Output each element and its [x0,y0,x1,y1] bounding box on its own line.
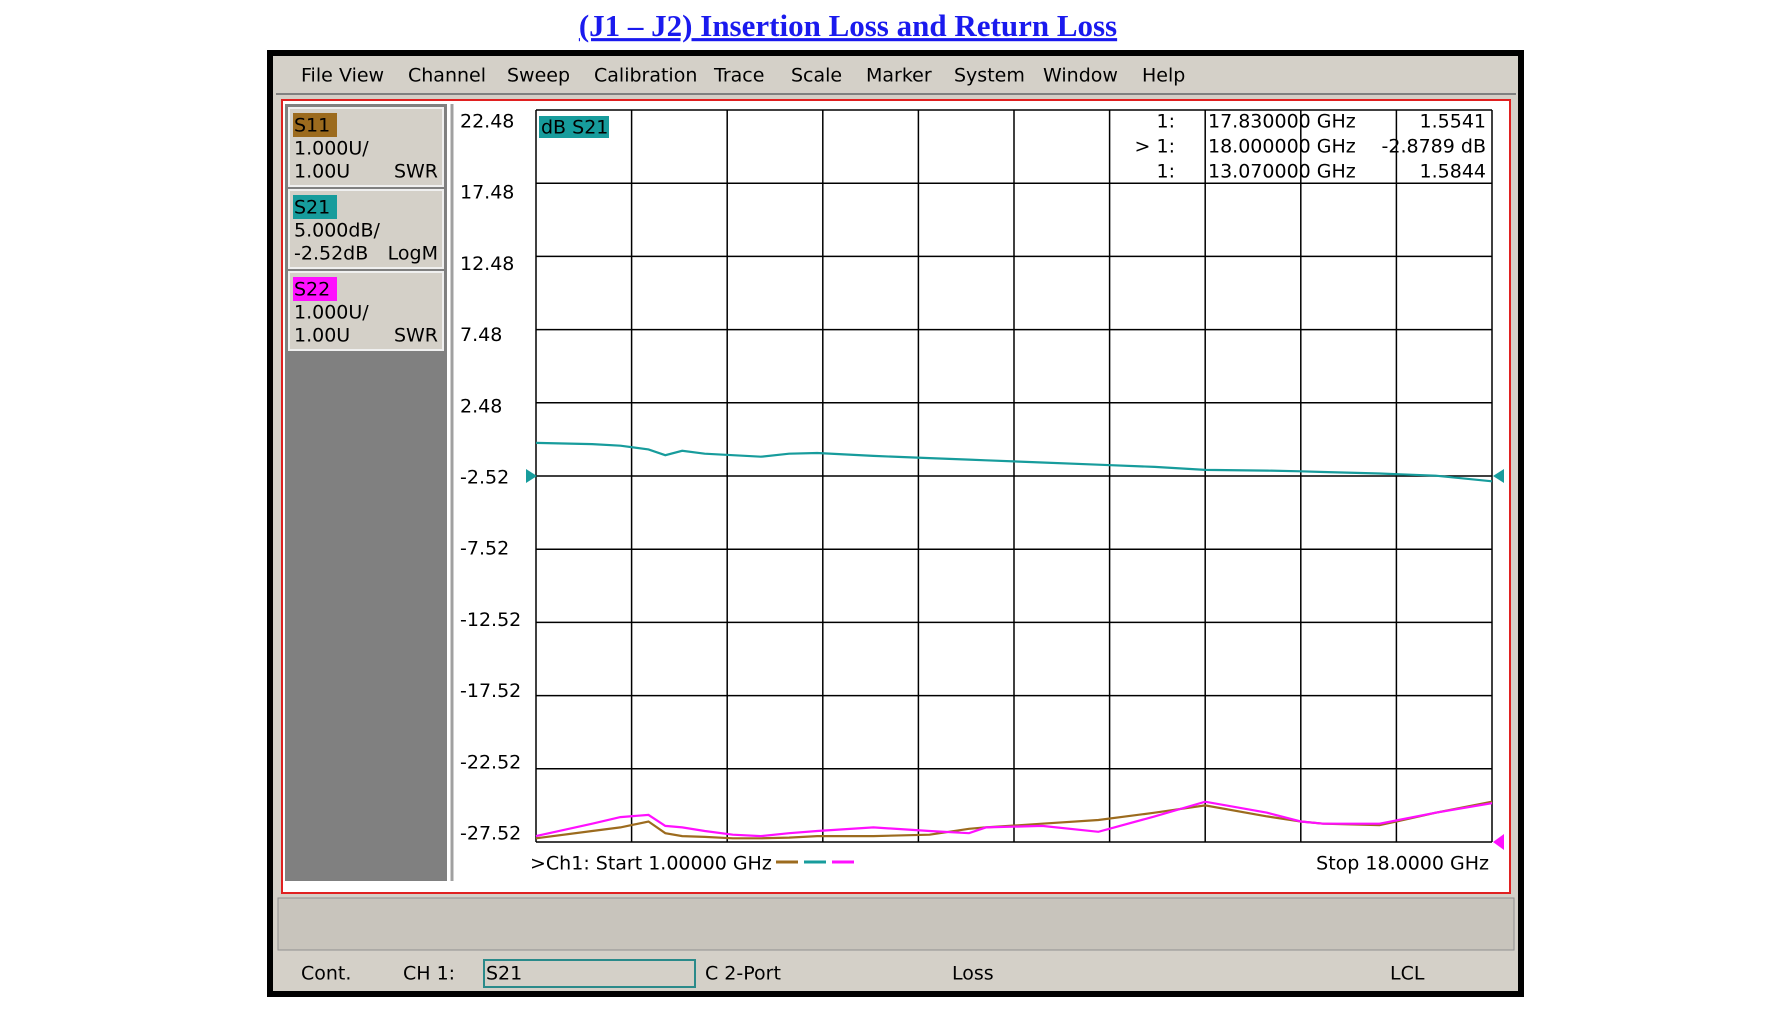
plot-label-bg [539,116,609,138]
menu-item[interactable]: Window [1043,65,1118,87]
trace-name-bg [293,195,337,219]
y-tick-label: 22.48 [460,111,514,133]
menu-item[interactable]: Help [1142,65,1185,87]
trace-format: SWR [394,325,438,347]
trace-scale: 1.000U/ [294,302,369,324]
menu-item[interactable]: File [301,65,333,87]
menu-item[interactable]: Channel [408,65,486,87]
status-mode: Cont. [301,963,351,985]
trace-name: S22 [294,279,330,301]
menu-bar: File View Channel Sweep Calibration Trace Scal… [301,65,1185,87]
marker-id: > 1: [1135,136,1175,158]
plot-label: dB S21 [541,117,608,139]
param-box[interactable] [483,959,696,988]
status-channel: CH 1: [403,963,455,985]
marker-freq: 13.070000 GHz [1208,161,1356,183]
trace-scale: 1.000U/ [294,138,369,160]
trace-format: LogM [388,243,438,265]
trace-name-bg [293,113,337,137]
trace-ref: -2.52dB [294,243,368,265]
trace-line [535,441,1493,483]
trace-scale: 5.000dB/ [294,220,380,242]
menu-item[interactable]: System [954,65,1025,87]
trace-format: SWR [394,161,438,183]
y-tick-label: 17.48 [460,182,514,204]
y-tick-label: -2.52 [460,467,509,489]
y-tick-label: -22.52 [460,751,521,773]
marker-value: -2.8789 dB [1382,136,1486,158]
y-tick-label: 7.48 [460,324,502,346]
y-tick-label: 12.48 [460,253,514,275]
trace-name-bg [293,277,337,301]
page-title: (J1 – J2) Insertion Loss and Return Loss [579,8,1117,43]
menu-item[interactable]: Scale [791,65,842,87]
trace-ref: 1.00U [294,325,350,347]
menu-item[interactable]: Calibration [594,65,697,87]
marker-id: 1: [1157,161,1176,183]
reference-arrow [526,469,537,483]
marker-freq: 17.830000 GHz [1208,111,1356,133]
y-tick-label: -7.52 [460,538,509,560]
status-cal: C 2-Port [705,963,781,985]
marker-value: 1.5541 [1420,111,1486,133]
menu-item[interactable]: Marker [866,65,932,87]
menu-item[interactable]: Sweep [507,65,570,87]
marker-freq: 18.000000 GHz [1208,136,1356,158]
status-remote: LCL [1390,963,1425,985]
reference-arrow [1493,834,1504,850]
y-tick-label: -12.52 [460,609,521,631]
marker-id: 1: [1157,111,1176,133]
status-param: S21 [486,963,522,985]
marker-value: 1.5844 [1420,161,1486,183]
menu-item[interactable]: View [339,65,384,87]
plot: 22.48 17.48 12.48 7.48 2.48 -2.52 -7.52 -12.52 -… [460,109,1504,875]
trace-name: S21 [294,197,330,219]
y-tick-label: -17.52 [460,680,521,702]
menu-item[interactable]: Trace [713,65,764,87]
plot-area [455,104,1506,881]
message-area [277,897,1515,951]
y-tick-label: 2.48 [460,395,502,417]
stop-label: Stop 18.0000 GHz [1316,853,1489,875]
trace-name: S11 [294,115,330,137]
status-meas: Loss [952,963,994,985]
trace-line [535,800,1493,838]
trace-ref: 1.00U [294,161,350,183]
reference-arrow [1493,469,1504,483]
start-label: >Ch1: Start 1.00000 GHz [530,853,772,875]
y-tick-label: -27.52 [460,823,521,845]
